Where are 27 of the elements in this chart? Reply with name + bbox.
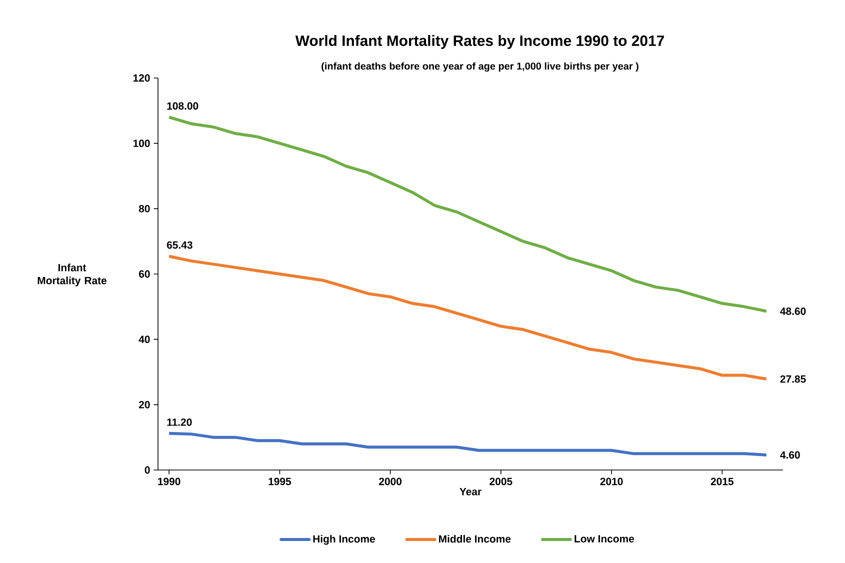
line-series <box>168 116 768 313</box>
data-label: 27.85 <box>780 375 806 383</box>
y-tick-label: 0 <box>144 466 150 474</box>
legend-label: Middle Income <box>439 534 511 543</box>
x-tick-label: 2000 <box>379 478 402 486</box>
x-tick-label: 1995 <box>268 478 292 486</box>
data-label: 11.20 <box>167 418 192 426</box>
y-axis-title: Infant Mortality Rate <box>38 264 107 286</box>
y-tick-label: 100 <box>133 140 150 148</box>
chart-title: World Infant Mortality Rates by Income 1990 to 2017 <box>295 35 664 49</box>
y-tick-label: 80 <box>138 204 150 212</box>
y-tick-label: 20 <box>138 400 150 408</box>
chart-subtitle: (infant deaths before one year of age per 1,000 live births per year ) <box>322 62 638 72</box>
legend-label: Low Income <box>574 535 634 542</box>
x-tick-label: 2015 <box>710 478 734 486</box>
y-tick-label: 40 <box>138 336 150 344</box>
x-tick-label: 2005 <box>490 478 512 486</box>
y-tick-label: 60 <box>138 270 150 278</box>
data-label: 65.43 <box>166 241 192 249</box>
y-tick-label: 120 <box>133 74 150 82</box>
data-label: 4.60 <box>780 451 800 459</box>
x-tick-label: 2010 <box>600 478 623 486</box>
x-axis-title: Year <box>460 488 482 496</box>
legend-label: High Income <box>313 534 375 545</box>
data-label: 48.60 <box>780 308 806 315</box>
data-label: 108.00 <box>167 102 198 110</box>
x-tick-label: 1990 <box>158 478 180 486</box>
